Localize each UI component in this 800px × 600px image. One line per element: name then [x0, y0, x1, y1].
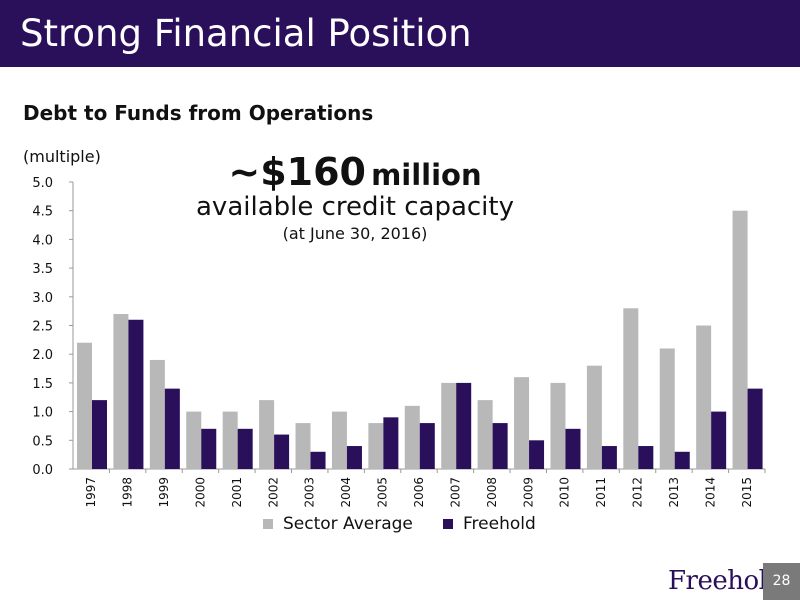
x-tick-label: 2000: [193, 477, 207, 508]
y-tick-label: 2.0: [32, 348, 53, 363]
credit-capacity-callout: ~$160 million available credit capacity …: [165, 150, 545, 243]
bar-freehold-2002: [274, 434, 290, 469]
bar-freehold-1999: [164, 388, 180, 469]
x-tick-label: 2008: [485, 477, 499, 508]
bar-freehold-2013: [674, 451, 690, 469]
bar-sector-average-2003: [295, 423, 311, 469]
y-tick-label: 4.0: [32, 233, 53, 248]
x-tick-label: 2002: [266, 477, 280, 508]
bar-freehold-2003: [310, 451, 326, 469]
callout-date: (at June 30, 2016): [282, 224, 428, 243]
bar-freehold-1997: [92, 400, 107, 469]
bar-sector-average-2015: [732, 210, 748, 469]
y-tick-label: 0.5: [32, 434, 53, 449]
x-tick-label: 2001: [230, 477, 244, 508]
x-tick-label: 1997: [84, 477, 98, 508]
x-tick-label: 2010: [558, 477, 572, 508]
legend-label-sector-average: Sector Average: [283, 514, 413, 534]
callout-amount-suffix: million: [371, 158, 482, 192]
bar-freehold-2011: [601, 446, 617, 469]
bar-sector-average-2011: [586, 365, 602, 469]
bar-freehold-2008: [492, 423, 508, 469]
bar-sector-average-2008: [477, 400, 493, 469]
x-tick-label: 2013: [667, 477, 681, 508]
bar-sector-average-2009: [514, 377, 530, 469]
y-tick-label: 3.5: [32, 262, 53, 277]
bar-sector-average-2014: [696, 325, 712, 469]
bar-freehold-2001: [237, 428, 253, 469]
page-title: Strong Financial Position: [20, 12, 472, 55]
bar-freehold-2014: [711, 411, 727, 469]
y-axis-unit-label: (multiple): [23, 147, 101, 166]
bar-sector-average-2002: [259, 400, 275, 469]
bar-sector-average-2010: [550, 382, 566, 469]
bar-freehold-2006: [419, 423, 435, 469]
callout-amount: ~$160: [228, 150, 366, 194]
bar-freehold-2004: [346, 446, 362, 469]
x-tick-label: 1999: [157, 477, 171, 508]
bar-sector-average-2013: [659, 348, 675, 469]
y-tick-label: 3.0: [32, 291, 53, 306]
callout-description: available credit capacity: [196, 192, 514, 222]
bar-sector-average-2012: [623, 308, 639, 469]
x-tick-label: 2011: [594, 477, 608, 508]
legend-swatch-freehold: [443, 519, 453, 529]
x-tick-label: 2004: [339, 477, 353, 508]
bar-freehold-2000: [201, 428, 217, 469]
x-tick-label: 2003: [303, 477, 317, 508]
x-tick-label: 2007: [448, 477, 462, 508]
legend-swatch-sector-average: [263, 519, 273, 529]
bar-sector-average-1998: [113, 314, 129, 469]
y-tick-label: 0.0: [32, 463, 53, 478]
bar-sector-average-2001: [222, 411, 238, 469]
page-number: 28: [763, 563, 800, 600]
bar-sector-average-2004: [331, 411, 347, 469]
bar-freehold-2009: [529, 440, 545, 469]
bar-freehold-2012: [638, 446, 654, 469]
bar-freehold-1998: [128, 319, 144, 469]
x-tick-label: 2005: [376, 477, 390, 508]
x-tick-label: 2012: [631, 477, 645, 508]
bar-sector-average-2006: [404, 405, 420, 469]
x-tick-label: 2006: [412, 477, 426, 508]
x-tick-label: 1998: [121, 477, 135, 508]
y-tick-label: 4.5: [32, 205, 53, 220]
bar-freehold-2010: [565, 428, 581, 469]
bar-sector-average-2005: [368, 423, 384, 469]
chart-title: Debt to Funds from Operations: [23, 101, 374, 125]
bar-freehold-2015: [747, 388, 763, 469]
bar-freehold-2007: [456, 382, 472, 469]
x-tick-label: 2015: [740, 477, 754, 508]
bar-sector-average-2000: [186, 411, 202, 469]
legend-label-freehold: Freehold: [463, 514, 536, 534]
y-tick-label: 1.5: [32, 377, 53, 392]
bar-sector-average-1999: [149, 359, 165, 469]
bar-freehold-2005: [383, 417, 399, 469]
bar-sector-average-1997: [77, 342, 92, 469]
x-tick-label: 2014: [703, 477, 717, 508]
x-tick-label: 2009: [521, 477, 535, 508]
bar-sector-average-2007: [441, 382, 457, 469]
title-banner: Strong Financial Position: [0, 0, 800, 67]
y-tick-label: 2.5: [32, 320, 53, 335]
y-tick-label: 5.0: [32, 176, 53, 191]
y-tick-label: 1.0: [32, 406, 53, 421]
